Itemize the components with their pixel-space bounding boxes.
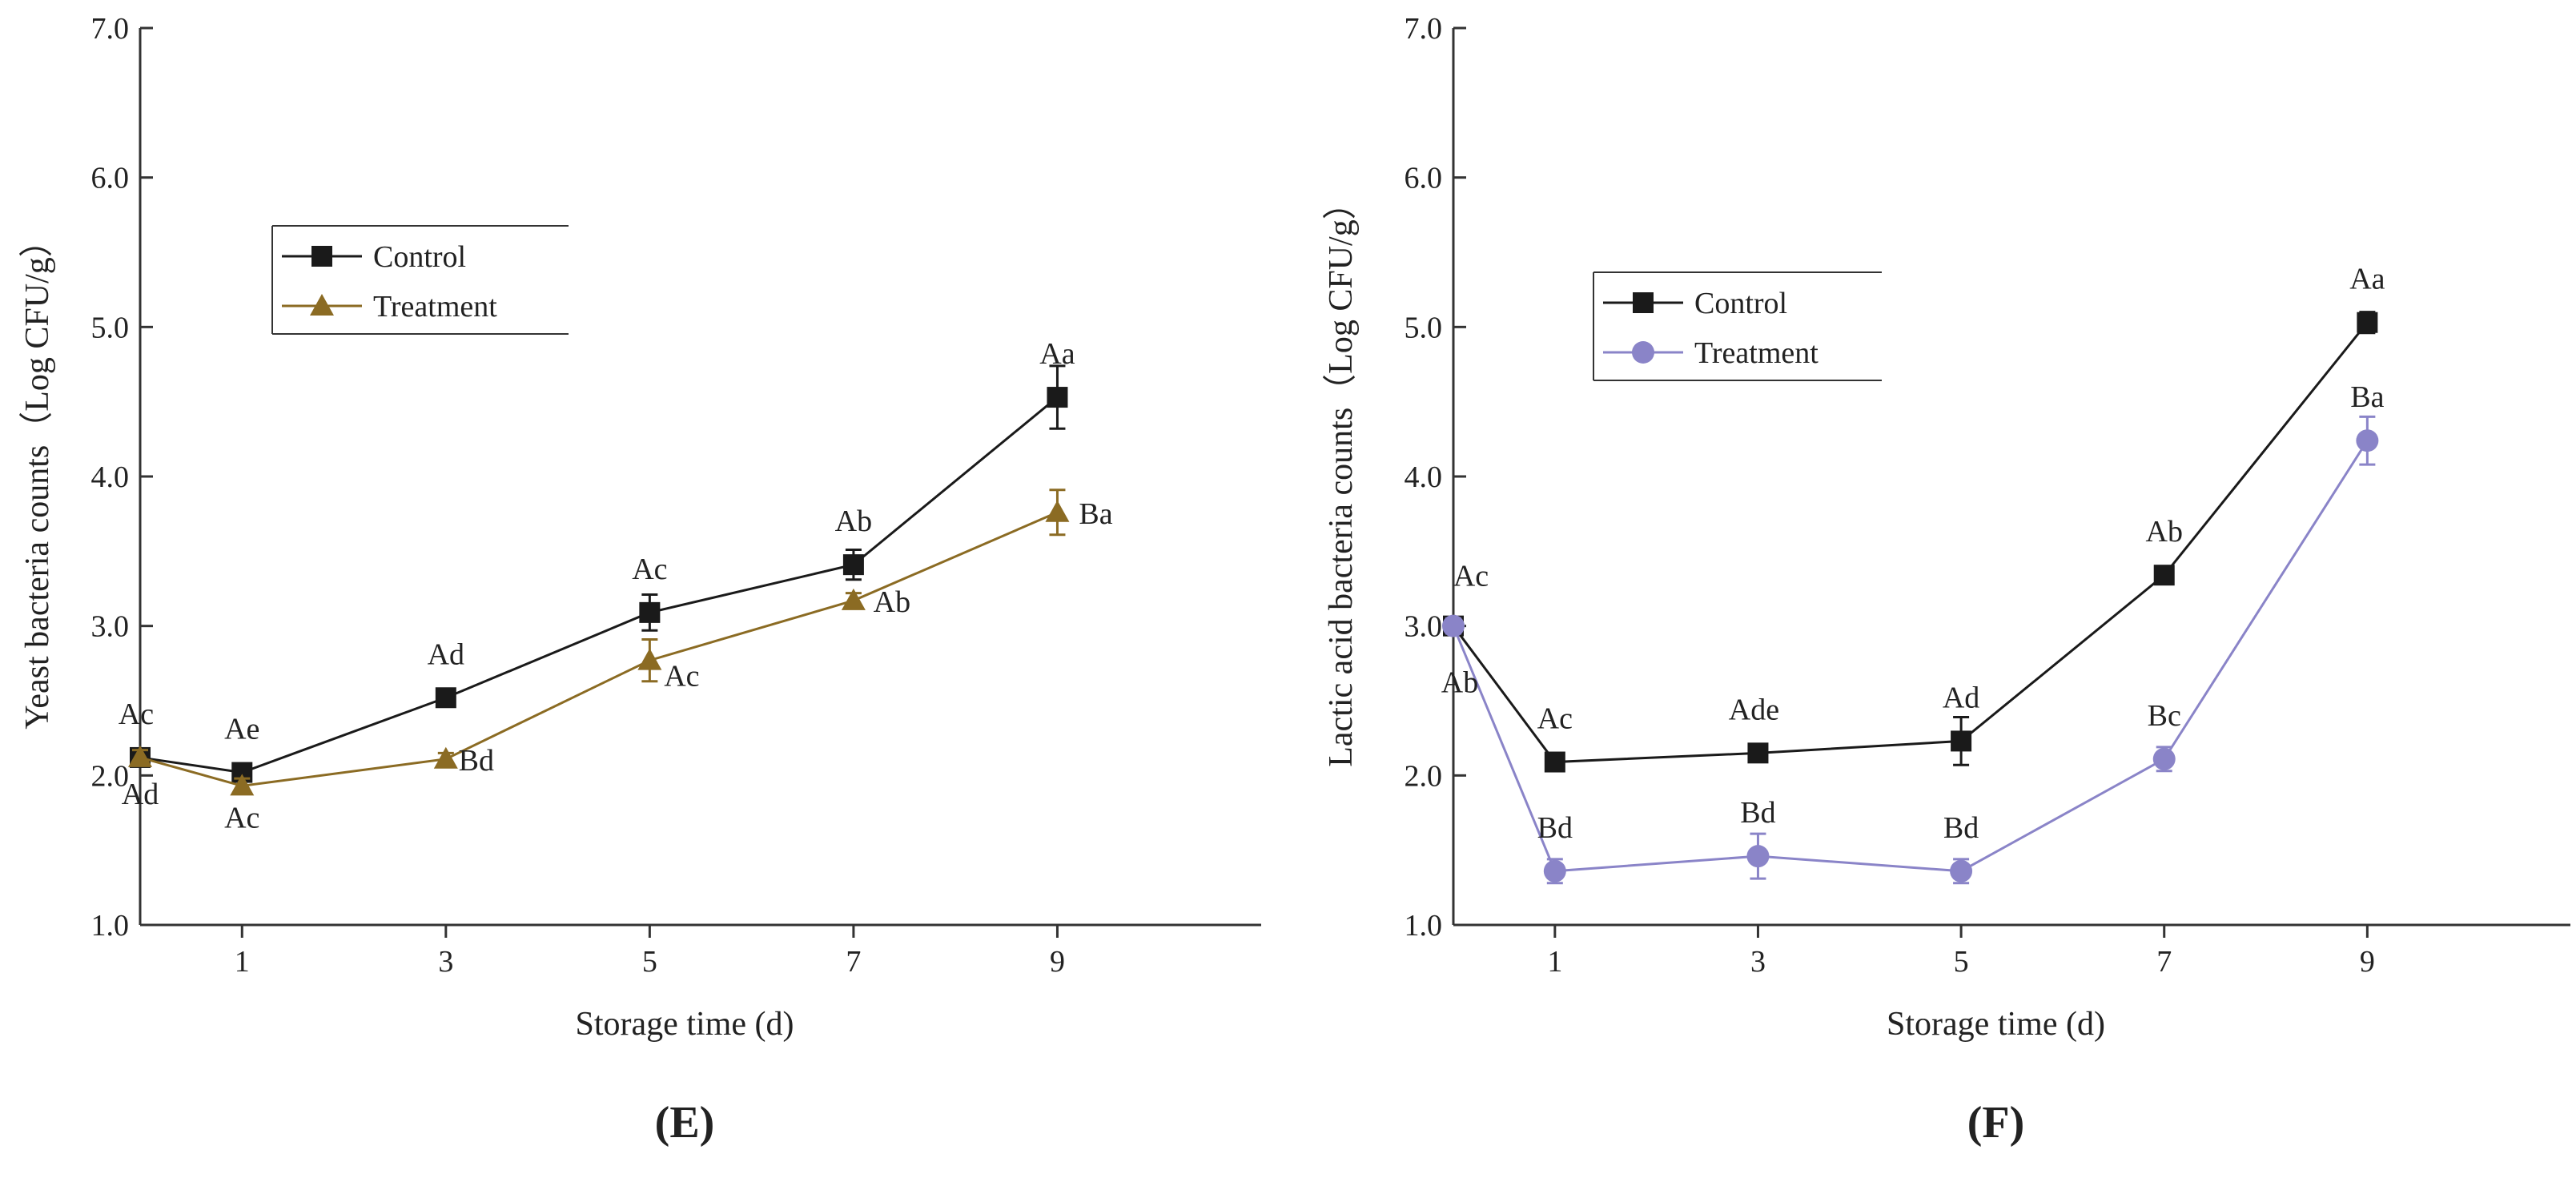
data-label: Ad [1943, 681, 1979, 714]
series-line-1 [1452, 440, 2369, 873]
series-line-1 [139, 511, 1059, 787]
data-point [230, 774, 255, 796]
data-label: Ad [122, 778, 159, 811]
legend-label: Control [373, 240, 466, 274]
legend-swatch-marker [310, 294, 334, 316]
x-axis-title: Storage time (d) [1887, 1006, 2105, 1043]
data-label: Ba [2350, 380, 2384, 414]
data-point [1544, 751, 1565, 773]
data-point [433, 746, 458, 769]
y-tick-label: 4.0 [1405, 460, 1443, 494]
data-point [842, 554, 864, 576]
legend-swatch-marker [1632, 341, 1654, 364]
y-tick-label: 2.0 [91, 759, 130, 793]
data-point [1047, 387, 1068, 408]
data-label: Ae [224, 713, 259, 746]
panel-label: (F) [1967, 1098, 2025, 1148]
y-tick-label: 7.0 [91, 12, 130, 46]
data-point [2357, 312, 2378, 333]
legend-label: Treatment [373, 290, 497, 324]
x-axis-title: Storage time (d) [576, 1006, 794, 1043]
y-tick-label: 3.0 [1405, 610, 1443, 644]
chart-panel-0: 1.0 2.0 3.0 4.0 5.0 6.0 7.0 1 3 5 7 9 Storage time (… [19, 12, 1261, 1148]
legend-label: Control [1694, 287, 1787, 320]
data-point [1442, 614, 1465, 637]
data-label: Aa [1039, 337, 1075, 371]
x-tick-label: 1 [1547, 945, 1562, 979]
y-tick-label: 1.0 [91, 909, 130, 943]
data-point [1746, 845, 1770, 868]
y-tick-label: 3.0 [91, 610, 130, 644]
data-label: Ac [1453, 560, 1489, 593]
data-label: Ab [835, 505, 872, 538]
legend-label: Treatment [1694, 336, 1818, 370]
y-tick-label: 7.0 [1405, 12, 1443, 46]
data-point [435, 687, 456, 709]
data-point [2152, 747, 2176, 770]
data-point [2153, 565, 2175, 586]
data-point [1951, 730, 1972, 752]
data-label: Bd [1943, 811, 1979, 845]
legend-swatch-marker [1633, 292, 1654, 313]
y-tick-label: 1.0 [1405, 909, 1443, 943]
data-label: Ac [119, 698, 154, 731]
data-label: Bd [1740, 796, 1775, 830]
data-point [2356, 429, 2379, 452]
y-tick-label: 5.0 [91, 311, 130, 344]
y-tick-label: 4.0 [91, 460, 130, 494]
data-label: Bd [459, 744, 494, 778]
data-point [128, 745, 152, 767]
data-label: Bc [2148, 699, 2181, 733]
x-tick-label: 9 [2360, 945, 2375, 979]
x-tick-label: 7 [2156, 945, 2172, 979]
x-tick-label: 7 [846, 945, 861, 979]
data-label: Ade [1729, 693, 1779, 726]
data-point [1543, 859, 1566, 882]
data-point [1747, 742, 1769, 764]
data-label: Ac [224, 801, 259, 834]
legend: Control Treatment [271, 225, 569, 335]
y-tick-label: 5.0 [1405, 311, 1443, 344]
x-tick-label: 3 [438, 945, 453, 979]
data-point [1950, 859, 1973, 882]
panel-label: (E) [655, 1098, 715, 1148]
data-label: Ac [1537, 702, 1573, 736]
data-point [841, 588, 866, 610]
data-label: Ab [874, 585, 910, 619]
data-label: Bd [1537, 811, 1573, 845]
data-label: Aa [2349, 263, 2385, 296]
y-tick-label: 6.0 [91, 162, 130, 195]
x-tick-label: 9 [1050, 945, 1065, 979]
y-tick-label: 6.0 [1405, 162, 1443, 195]
x-tick-label: 5 [1954, 945, 1969, 979]
y-tick-label: 2.0 [1405, 759, 1443, 793]
legend: Control Treatment [1593, 271, 1882, 381]
series-line-0 [139, 396, 1059, 774]
data-label: Ba [1079, 497, 1112, 531]
data-label: Ac [632, 553, 667, 586]
data-point [1045, 500, 1070, 522]
series-line-0 [1452, 321, 2369, 764]
y-axis-title: Lactic acid bacteria counts（Log CFU/g） [1323, 186, 1360, 766]
data-label: Ac [664, 660, 699, 694]
data-label: Ad [428, 637, 464, 671]
x-tick-label: 1 [235, 945, 250, 979]
data-label: Ab [2146, 515, 2183, 549]
y-axis-title: Yeast bacteria counts（Log CFU/g） [19, 223, 56, 730]
x-tick-label: 3 [1750, 945, 1766, 979]
data-point [639, 601, 661, 623]
data-label: Ab [1441, 666, 1478, 700]
data-point [637, 648, 662, 670]
x-tick-label: 5 [642, 945, 657, 979]
legend-swatch-marker [311, 246, 332, 267]
chart-panel-1: 1.0 2.0 3.0 4.0 5.0 6.0 7.0 1 3 5 7 9 Storage time (… [1323, 12, 2570, 1148]
